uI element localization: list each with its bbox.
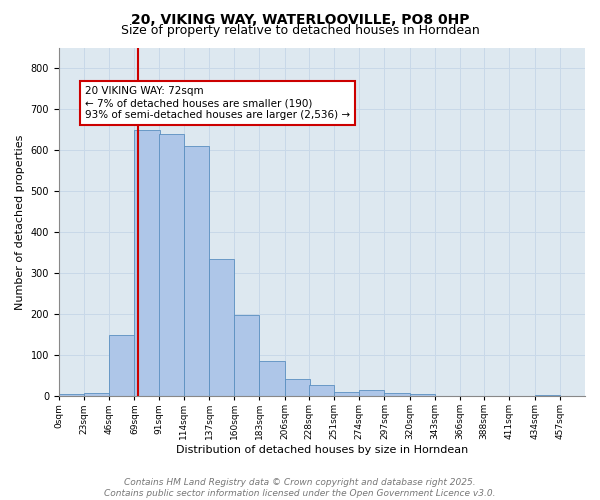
- Bar: [209, 258, 234, 396]
- X-axis label: Distribution of detached houses by size in Horndean: Distribution of detached houses by size …: [176, 445, 468, 455]
- Text: 20 VIKING WAY: 72sqm
← 7% of detached houses are smaller (190)
93% of semi-detac: 20 VIKING WAY: 72sqm ← 7% of detached ho…: [85, 86, 350, 120]
- Bar: [158, 134, 184, 396]
- Bar: [184, 146, 209, 396]
- Bar: [84, 394, 109, 396]
- Bar: [234, 315, 259, 396]
- Text: Contains HM Land Registry data © Crown copyright and database right 2025.
Contai: Contains HM Land Registry data © Crown c…: [104, 478, 496, 498]
- Bar: [309, 385, 334, 396]
- Bar: [284, 379, 310, 396]
- Bar: [334, 392, 359, 396]
- Text: 20, VIKING WAY, WATERLOOVILLE, PO8 0HP: 20, VIKING WAY, WATERLOOVILLE, PO8 0HP: [131, 12, 469, 26]
- Bar: [259, 362, 284, 396]
- Bar: [359, 390, 385, 396]
- Bar: [59, 394, 84, 396]
- Bar: [410, 394, 435, 396]
- Bar: [109, 336, 134, 396]
- Y-axis label: Number of detached properties: Number of detached properties: [15, 134, 25, 310]
- Bar: [134, 130, 160, 396]
- Bar: [385, 393, 410, 396]
- Bar: [535, 395, 560, 396]
- Text: Size of property relative to detached houses in Horndean: Size of property relative to detached ho…: [121, 24, 479, 37]
